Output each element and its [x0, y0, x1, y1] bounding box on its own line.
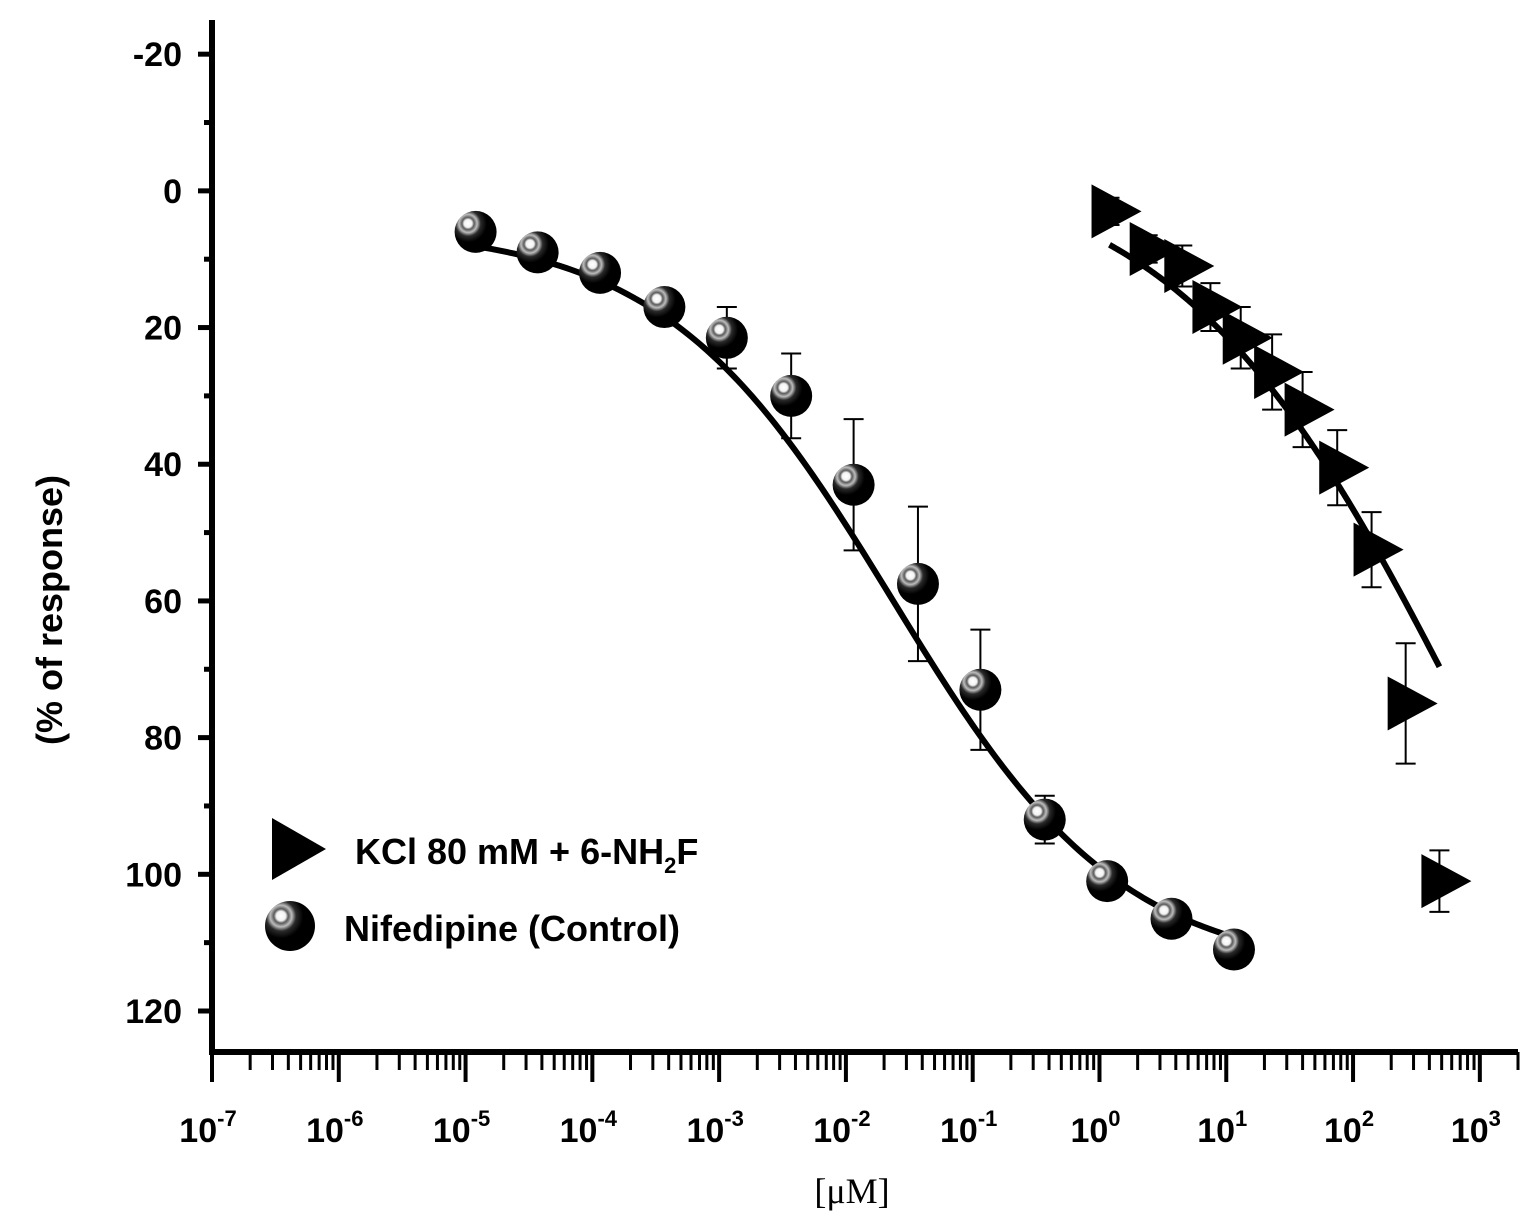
y-tick-label: 40	[144, 446, 182, 484]
data-point-nifedipine	[832, 463, 875, 506]
data-point-kcl	[1284, 382, 1335, 437]
data-point-nifedipine	[896, 562, 939, 605]
y-tick-label: 120	[125, 993, 182, 1031]
data-point-nifedipine	[1023, 798, 1066, 841]
legend-label-nifedipine: Nifedipine (Control)	[344, 908, 680, 949]
data-point-kcl	[1164, 239, 1215, 294]
data-point-kcl	[1222, 310, 1273, 365]
legend-marker-nifedipine	[265, 901, 315, 951]
data-point-nifedipine	[959, 668, 1002, 711]
data-point-kcl	[1254, 344, 1305, 399]
x-tick-label: 10-4	[560, 1106, 618, 1150]
y-tick-label: 100	[125, 856, 182, 894]
x-tick-label: 10-3	[686, 1106, 743, 1150]
y-tick-label: 60	[144, 583, 182, 621]
data-point-nifedipine	[579, 251, 622, 294]
data-point-kcl	[1192, 280, 1243, 335]
x-tick-label: 101	[1197, 1106, 1247, 1150]
y-tick-label: 80	[144, 720, 182, 758]
x-tick-label: 10-2	[813, 1106, 870, 1150]
error-bars	[716, 196, 1450, 961]
x-tick-label: 10-6	[306, 1106, 363, 1150]
data-point-kcl	[1319, 440, 1370, 495]
axes: -20 0 20 40 60 80 100 120 10-7 10-6 10-5 10-4 10-3 10…	[125, 20, 1520, 1150]
data-point-kcl	[1421, 854, 1472, 909]
x-tick-label: 100	[1070, 1106, 1120, 1150]
data-point-kcl	[1387, 676, 1438, 731]
data-point-nifedipine	[1150, 897, 1193, 940]
data-point-nifedipine	[454, 210, 497, 253]
data-point-kcl	[1091, 184, 1142, 239]
x-tick-label: 10-1	[940, 1106, 997, 1150]
y-tick-label: 0	[163, 173, 182, 211]
x-tick-label: 10-7	[179, 1106, 236, 1150]
legend: KCl 80 mM + 6-NH2F Nifedipine (Control)	[265, 818, 698, 951]
data-point-nifedipine	[1086, 860, 1129, 903]
data-markers	[454, 184, 1472, 971]
y-tick-label: -20	[133, 36, 182, 74]
data-point-kcl	[1353, 522, 1404, 577]
data-point-nifedipine	[770, 374, 813, 417]
x-tick-label: 102	[1324, 1106, 1374, 1150]
fit-curve-kcl	[1108, 242, 1443, 669]
x-tick-label: 103	[1451, 1106, 1501, 1150]
y-tick-label: 20	[144, 310, 182, 348]
data-point-nifedipine	[643, 286, 686, 329]
data-point-nifedipine	[1212, 928, 1255, 971]
data-point-nifedipine	[516, 231, 559, 274]
data-point-nifedipine	[705, 316, 748, 359]
data-point-kcl	[1129, 221, 1180, 276]
legend-marker-kcl	[272, 818, 326, 880]
x-tick-label: 10-5	[433, 1106, 490, 1150]
legend-label-kcl: KCl 80 mM + 6-NH2F	[355, 831, 698, 878]
y-axis-title: (% of response)	[29, 475, 70, 745]
x-axis-title: [μM]	[814, 1171, 889, 1211]
